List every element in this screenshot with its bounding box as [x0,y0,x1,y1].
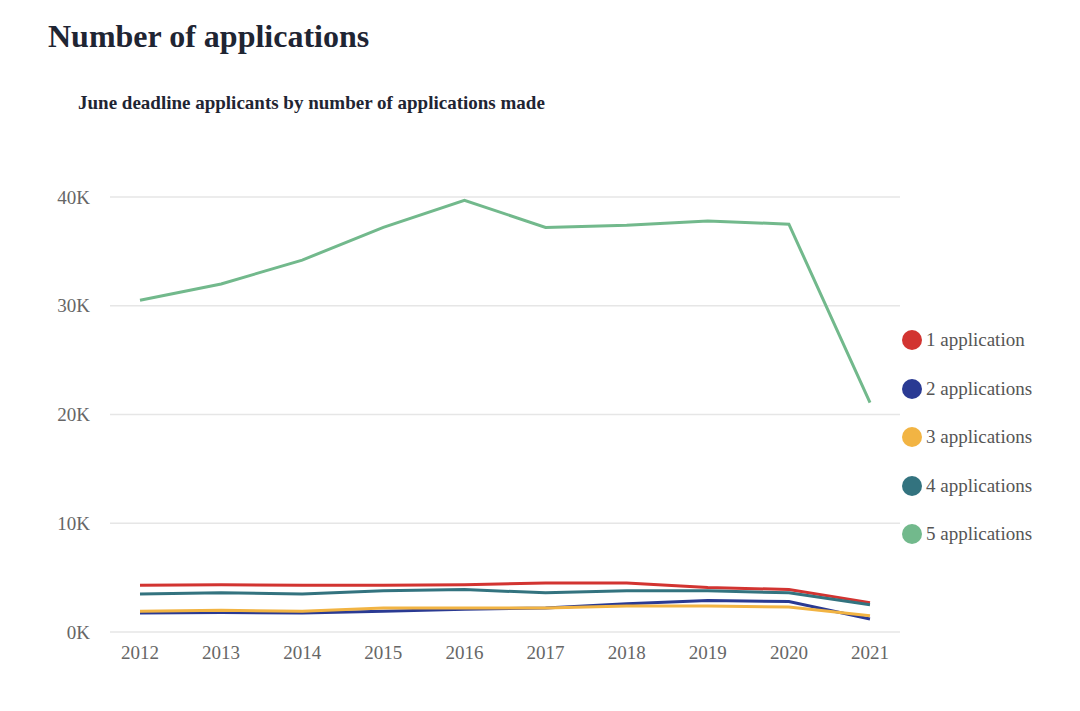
svg-text:10K: 10K [57,513,90,534]
svg-text:2013: 2013 [202,642,240,663]
svg-text:2016: 2016 [445,642,483,663]
svg-text:2012: 2012 [121,642,159,663]
svg-text:20K: 20K [57,404,90,425]
html-text:June deadline applicants by nu: June deadline applicants by number of ap… [78,92,545,113]
svg-text:30K: 30K [57,295,90,316]
svg-text:2017: 2017 [527,642,565,663]
html-text:4 applications: 4 applications [926,474,1033,496]
html-text:1 application: 1 application [926,329,1025,351]
html-text:5 applications: 5 applications [926,523,1033,545]
html-text:2 applications: 2 applications [926,377,1033,399]
svg-text:2021: 2021 [851,642,889,663]
svg-text:2018: 2018 [608,642,646,663]
svg-text:2020: 2020 [770,642,808,663]
html-text:Number of applications: Number of applications [48,18,370,54]
svg-text:2019: 2019 [689,642,727,663]
html-text:3 applications: 3 applications [926,426,1033,448]
svg-text:0K: 0K [67,622,91,643]
svg-text:2014: 2014 [283,642,322,663]
svg-text:2015: 2015 [364,642,402,663]
svg-text:40K: 40K [57,187,90,208]
